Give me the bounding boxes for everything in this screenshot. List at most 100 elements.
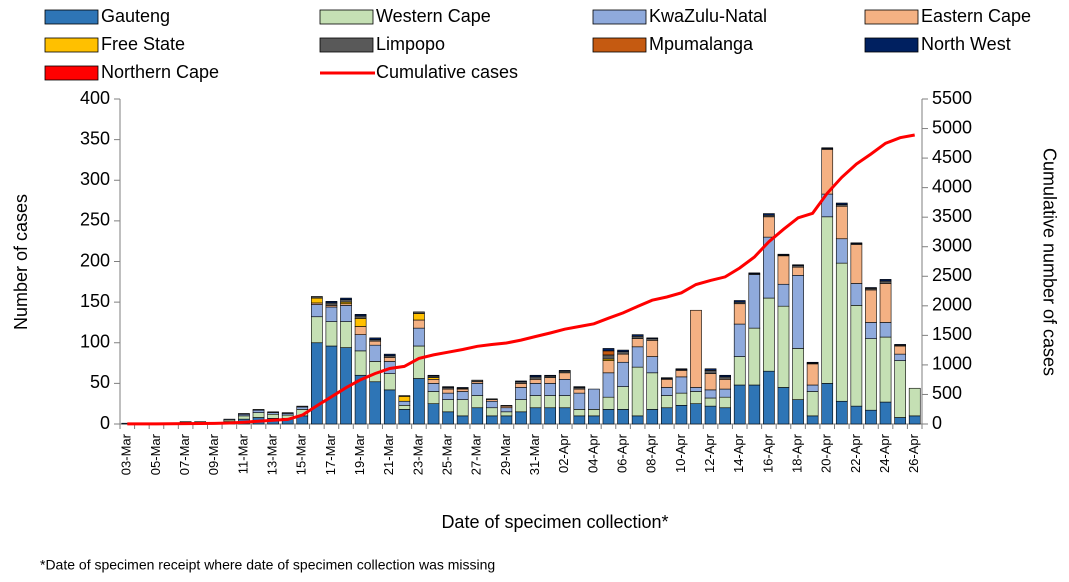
bar-segment bbox=[267, 413, 279, 419]
bar-segment bbox=[865, 409, 877, 425]
bar-segment bbox=[544, 395, 557, 409]
bar-segment bbox=[398, 396, 411, 402]
bar-segment bbox=[763, 297, 775, 372]
bar-segment bbox=[806, 384, 819, 392]
bar-segment bbox=[675, 368, 688, 370]
bar-segment bbox=[777, 305, 790, 388]
bar-segment bbox=[806, 361, 819, 364]
bar-segment bbox=[296, 406, 309, 410]
bar-segment bbox=[442, 386, 454, 388]
bar-segment bbox=[835, 400, 848, 425]
bar-segment bbox=[660, 387, 673, 396]
bar-segment bbox=[340, 305, 352, 322]
bar-segment bbox=[748, 327, 761, 386]
bar-segment bbox=[252, 409, 265, 411]
bar-segment bbox=[850, 305, 863, 407]
bar-segment bbox=[894, 353, 906, 361]
legend-label: Mpumalanga bbox=[649, 34, 754, 54]
y2-tick-label: 1500 bbox=[932, 324, 972, 344]
bar-segment bbox=[369, 337, 382, 340]
bar-segment bbox=[850, 283, 863, 306]
bar-segment bbox=[850, 405, 863, 425]
legend-label: Western Cape bbox=[376, 6, 491, 26]
bar-segment bbox=[719, 407, 731, 425]
y-tick-label: 250 bbox=[80, 210, 110, 230]
bar-segment bbox=[573, 392, 586, 410]
bar-segment bbox=[573, 415, 586, 425]
bar-segment bbox=[354, 326, 367, 335]
bar-segment bbox=[252, 409, 265, 413]
y-tick-label: 100 bbox=[80, 332, 110, 352]
bar-segment bbox=[602, 360, 615, 374]
bar-segment bbox=[631, 346, 644, 368]
bar-segment bbox=[879, 401, 892, 425]
bar-segment bbox=[544, 383, 557, 396]
bar-segment bbox=[369, 340, 382, 346]
y-axis-title: Number of cases bbox=[11, 194, 31, 330]
bar-segment bbox=[340, 321, 352, 348]
y2-tick-label: 500 bbox=[932, 383, 962, 403]
bar-segment bbox=[763, 213, 775, 216]
bar-segment bbox=[340, 299, 352, 303]
bar-segment bbox=[894, 360, 906, 418]
x-tick-label: 05-Mar bbox=[148, 433, 163, 475]
bar-segment bbox=[427, 383, 440, 392]
bar-segment bbox=[427, 379, 440, 384]
bar-segment bbox=[398, 400, 411, 406]
x-tick-label: 20-Apr bbox=[819, 433, 834, 473]
bar-segment bbox=[281, 412, 294, 414]
bar-segment bbox=[442, 388, 454, 394]
legend-label: KwaZulu-Natal bbox=[649, 6, 767, 26]
bar-segment bbox=[398, 405, 411, 410]
y2-tick-label: 0 bbox=[932, 413, 942, 433]
y-tick-label: 150 bbox=[80, 291, 110, 311]
bar-segment bbox=[413, 313, 425, 321]
x-tick-label: 08-Apr bbox=[644, 433, 659, 473]
bar-segment bbox=[325, 306, 338, 322]
bar-segment bbox=[690, 309, 702, 388]
legend-swatch bbox=[44, 65, 99, 81]
bar-segment bbox=[821, 383, 834, 425]
bar-segment bbox=[529, 376, 542, 380]
bar-segment bbox=[792, 275, 804, 349]
bar-segment bbox=[442, 399, 454, 413]
bar-segment bbox=[792, 348, 804, 400]
bar-segment bbox=[690, 403, 702, 425]
bar-segment bbox=[354, 350, 367, 376]
bar-segment bbox=[617, 349, 629, 352]
x-tick-label: 09-Mar bbox=[206, 433, 221, 475]
bar-segment bbox=[485, 407, 498, 417]
bar-segment bbox=[588, 409, 600, 417]
bar-segment bbox=[792, 399, 804, 425]
bar-segment bbox=[748, 384, 761, 425]
bar-segment bbox=[456, 388, 469, 392]
bar-segment bbox=[573, 388, 586, 394]
bar-segment bbox=[398, 409, 411, 425]
bar-segment bbox=[558, 395, 571, 409]
cumulative-line bbox=[127, 133, 915, 426]
bar-segment bbox=[588, 388, 600, 410]
bar-segment bbox=[792, 266, 804, 276]
bar-segment bbox=[354, 314, 367, 317]
bar-segment bbox=[631, 334, 644, 337]
x-tick-label: 24-Apr bbox=[877, 433, 892, 473]
bar-segment bbox=[238, 413, 250, 415]
bar-segment bbox=[792, 264, 804, 266]
bar-segment bbox=[704, 373, 717, 391]
bar-segment bbox=[471, 407, 484, 425]
y-tick-label: 50 bbox=[90, 372, 110, 392]
bar-segment bbox=[748, 274, 761, 329]
bar-segment bbox=[529, 395, 542, 409]
bar-segment bbox=[223, 418, 236, 421]
bar-segment bbox=[500, 415, 513, 425]
bar-segment bbox=[442, 392, 454, 400]
bar-segment bbox=[835, 202, 848, 205]
legend-label: Northern Cape bbox=[101, 62, 219, 82]
bar-segment bbox=[325, 302, 338, 306]
bar-segment bbox=[865, 338, 877, 411]
bar-segment bbox=[719, 376, 731, 380]
x-tick-label: 25-Mar bbox=[440, 433, 455, 475]
x-tick-label: 04-Apr bbox=[585, 433, 600, 473]
bar-segment bbox=[500, 407, 513, 413]
bar-segment bbox=[631, 335, 644, 339]
